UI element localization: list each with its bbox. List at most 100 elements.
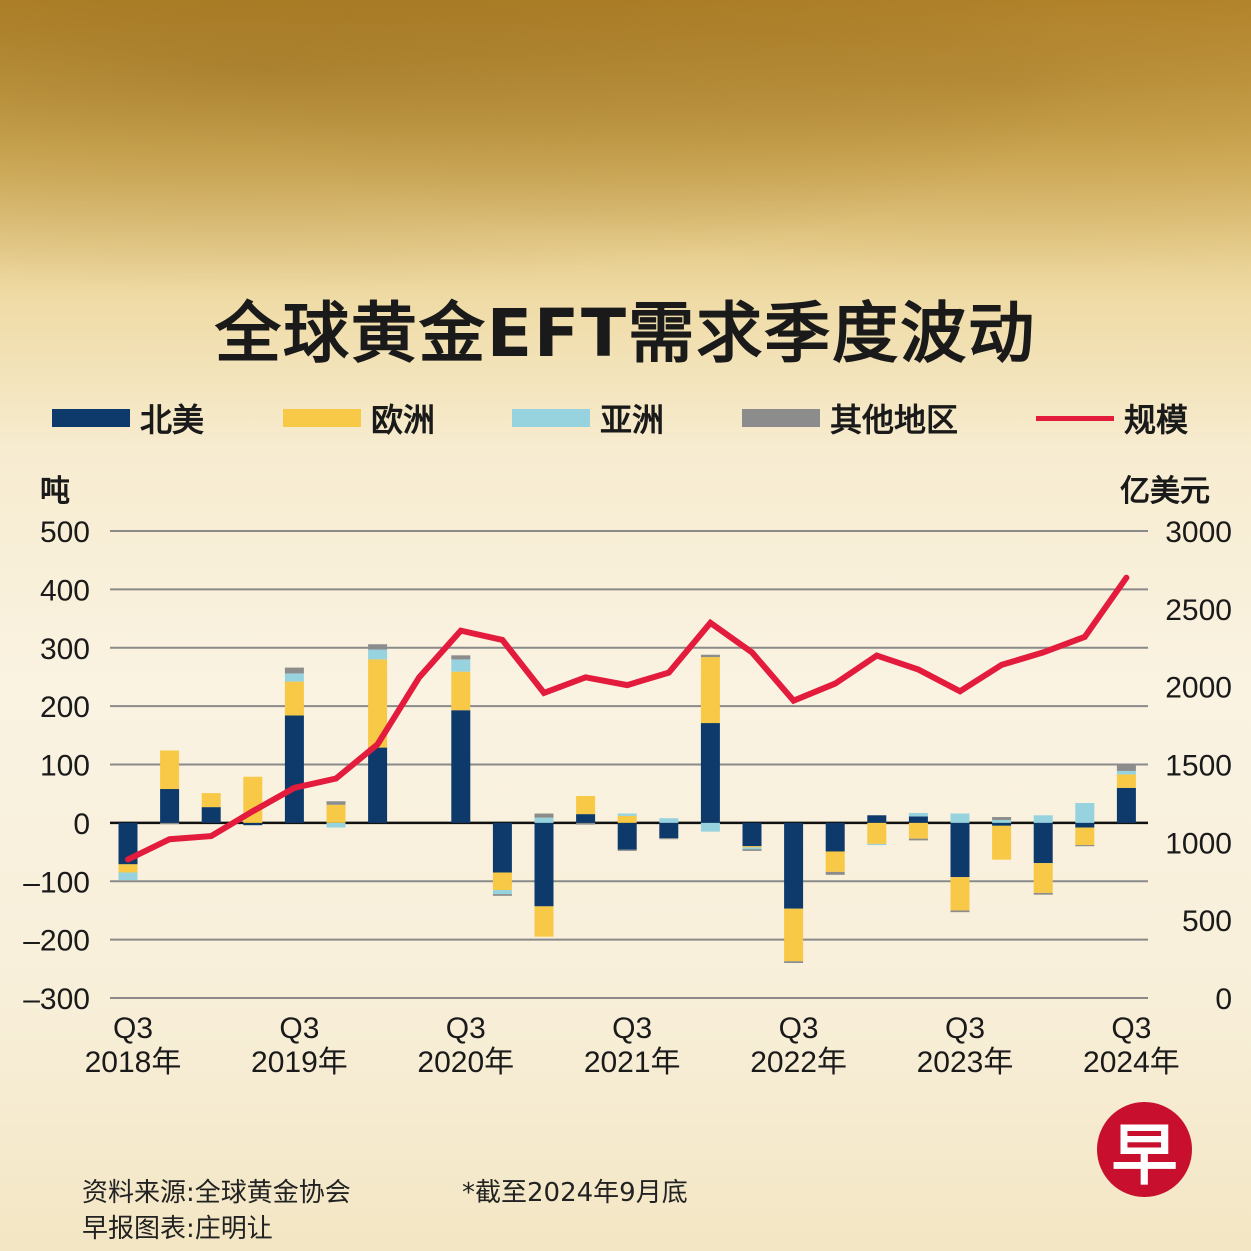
bar-segment-北美	[950, 822, 970, 878]
y2-tick-label: 1000	[1165, 827, 1232, 860]
x-tick-label: Q3	[945, 1012, 985, 1045]
legend: 北美 欧洲 亚洲 其他地区 规模	[0, 395, 1251, 439]
bar-segment-欧洲	[867, 822, 887, 844]
bar-segment-亚洲	[534, 817, 554, 823]
bar-segment-亚洲	[908, 812, 928, 817]
bar-segment-北美	[201, 807, 221, 823]
bar-segment-北美	[1075, 822, 1095, 828]
legend-label: 欧洲	[371, 401, 436, 439]
legend-item-europe: 欧洲	[283, 395, 435, 441]
y-tick-label: 100	[40, 750, 90, 783]
x-tick-label: Q3	[1111, 1012, 1151, 1045]
x-tick-label: Q3	[279, 1012, 319, 1045]
bar-segment-北美	[908, 816, 928, 823]
bar-segment-北美	[1116, 787, 1136, 823]
legend-item-north-america: 北美	[52, 395, 204, 441]
bar-segment-欧洲	[534, 906, 554, 937]
left-axis-unit: 吨	[40, 474, 70, 509]
y-tick-label: 0	[73, 808, 90, 841]
bar-segment-欧洲	[492, 872, 512, 891]
bar-segment-亚洲	[1075, 803, 1095, 823]
bar-segment-其他地区	[617, 849, 637, 851]
legend-label: 北美	[140, 401, 205, 439]
legend-swatch	[742, 409, 820, 427]
legend-swatch	[283, 409, 361, 427]
bar-segment-其他地区	[368, 644, 388, 650]
bar-segment-亚洲	[617, 813, 637, 816]
bar-segment-欧洲	[908, 822, 928, 839]
bar-segment-北美	[284, 715, 304, 823]
legend-label: 亚洲	[600, 401, 665, 439]
y-tick-label: 300	[40, 633, 90, 666]
bar-segment-欧洲	[1075, 827, 1095, 846]
bar-segment-其他地区	[326, 801, 346, 805]
y2-tick-label: 2000	[1165, 672, 1232, 705]
bar-segment-亚洲	[451, 659, 471, 672]
bar-segment-欧洲	[784, 908, 804, 962]
bar-segment-亚洲	[950, 813, 970, 823]
y-tick-label: 200	[40, 691, 90, 724]
y-tick-label: –200	[23, 925, 90, 958]
bar-segment-其他地区	[1116, 765, 1136, 771]
source-text: 资料来源:全球黄金协会	[82, 1178, 351, 1208]
y-tick-label: 500	[40, 516, 90, 549]
bar-segment-亚洲	[992, 819, 1012, 823]
y2-tick-label: 2500	[1165, 594, 1232, 627]
bar-segment-亚洲	[700, 822, 720, 832]
bar-segment-欧洲	[992, 825, 1012, 860]
bar-segment-亚洲	[284, 673, 304, 682]
x-tick-label: Q3	[612, 1012, 652, 1045]
bar-segment-其他地区	[451, 655, 471, 660]
bar-segment-欧洲	[201, 793, 221, 808]
x-tick-label: 2022年	[750, 1046, 847, 1079]
bar-segment-其他地区	[950, 910, 970, 913]
y2-tick-label: 0	[1215, 983, 1232, 1016]
bar-segment-其他地区	[576, 822, 596, 825]
bar-segment-欧洲	[950, 877, 970, 911]
x-tick-label: 2019年	[251, 1046, 348, 1079]
bar-segment-北美	[784, 822, 804, 909]
x-tick-label: Q3	[779, 1012, 819, 1045]
bar-segment-北美	[492, 822, 512, 873]
x-tick-label: 2023年	[917, 1046, 1014, 1079]
x-tick-label: 2024年	[1083, 1046, 1180, 1079]
bar-segment-北美	[700, 723, 720, 823]
legend-swatch	[52, 409, 130, 427]
background-gold-photo	[0, 0, 1251, 330]
bar-segment-其他地区	[825, 871, 845, 875]
bar-segment-北美	[534, 822, 554, 907]
bar-segment-北美	[243, 822, 263, 826]
bar-segment-北美	[659, 822, 679, 839]
bar-segment-其他地区	[742, 849, 762, 851]
legend-label: 规模	[1124, 401, 1189, 439]
y2-tick-label: 500	[1182, 905, 1232, 938]
bar-segment-北美	[451, 710, 471, 823]
bar-segment-其他地区	[784, 961, 804, 963]
right-axis-unit: 亿美元	[1120, 474, 1210, 509]
bar-segment-其他地区	[492, 894, 512, 896]
bar-segment-其他地区	[284, 667, 304, 674]
bar-segment-北美	[160, 789, 180, 823]
bar-segment-欧洲	[825, 851, 845, 872]
bar-segment-其他地区	[992, 817, 1012, 820]
x-tick-label: 2021年	[584, 1046, 681, 1079]
y-tick-label: –100	[23, 866, 90, 899]
bar-segment-欧洲	[368, 659, 388, 748]
bar-segment-欧洲	[700, 657, 720, 724]
bar-segment-欧洲	[284, 681, 304, 716]
bar-segment-其他地区	[659, 838, 679, 840]
bar-segment-欧洲	[160, 750, 180, 790]
bar-segment-北美	[867, 815, 887, 823]
bar-segment-欧洲	[617, 815, 637, 823]
bar-segment-北美	[992, 822, 1012, 826]
bar-segment-北美	[742, 822, 762, 847]
bar-segment-欧洲	[1116, 774, 1136, 788]
credit-text: 早报图表:庄明让	[82, 1214, 273, 1244]
x-tick-label: 2020年	[417, 1046, 514, 1079]
chart-title: 全球黄金EFT需求季度波动	[214, 295, 1037, 372]
bar-segment-其他地区	[160, 822, 180, 825]
bar-segment-欧洲	[451, 671, 471, 711]
bar-segment-欧洲	[118, 864, 138, 873]
bar-segment-其他地区	[534, 813, 554, 818]
